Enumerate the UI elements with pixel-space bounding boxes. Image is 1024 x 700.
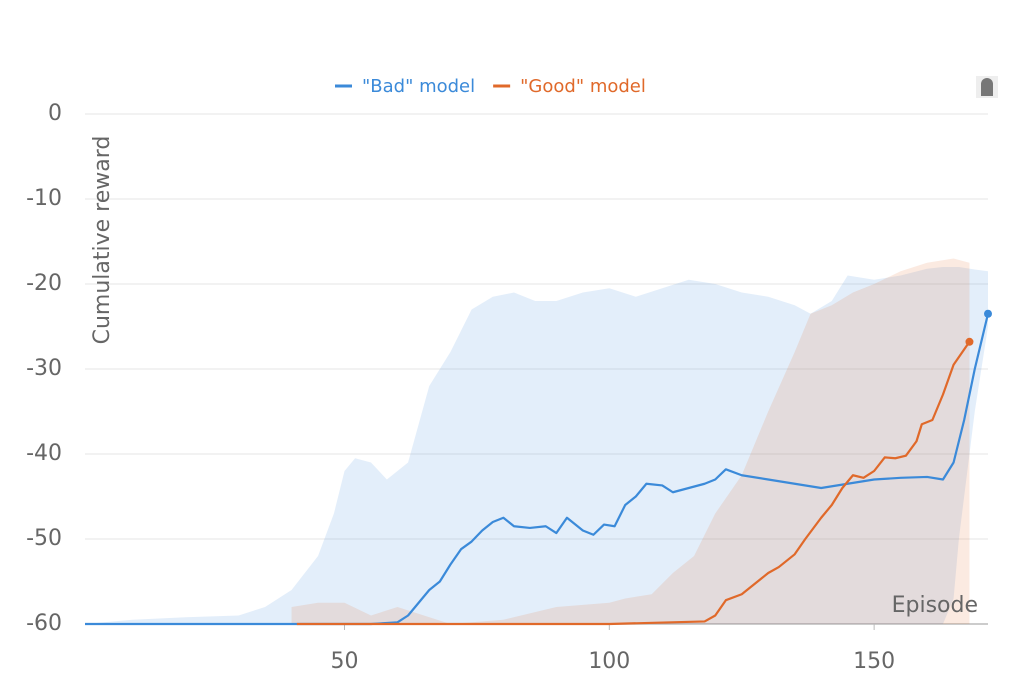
x-tick-label: 50	[331, 649, 359, 674]
y-axis-label: Cumulative reward	[90, 136, 115, 345]
y-tick-label: -10	[26, 186, 62, 211]
y-tick-label: -30	[26, 356, 62, 381]
x-axis-label: Episode	[892, 593, 978, 618]
y-tick-label: -40	[26, 441, 62, 466]
line	[85, 313, 990, 626]
band	[85, 267, 988, 624]
y-tick-label: -60	[26, 611, 62, 636]
legend-label: "Good" model	[520, 76, 646, 97]
line	[296, 341, 971, 626]
icon-shape	[981, 78, 993, 96]
y-tick-label: -50	[26, 526, 62, 551]
end-point	[965, 337, 974, 346]
corner-icon	[976, 76, 998, 98]
end-point	[984, 309, 992, 318]
x-tick-label: 100	[588, 649, 630, 674]
legend-label: "Bad" model	[362, 76, 475, 97]
x-tick-label: 150	[853, 649, 895, 674]
band	[291, 258, 970, 624]
y-tick-label: 0	[48, 101, 62, 126]
y-tick-label: -20	[26, 271, 62, 296]
